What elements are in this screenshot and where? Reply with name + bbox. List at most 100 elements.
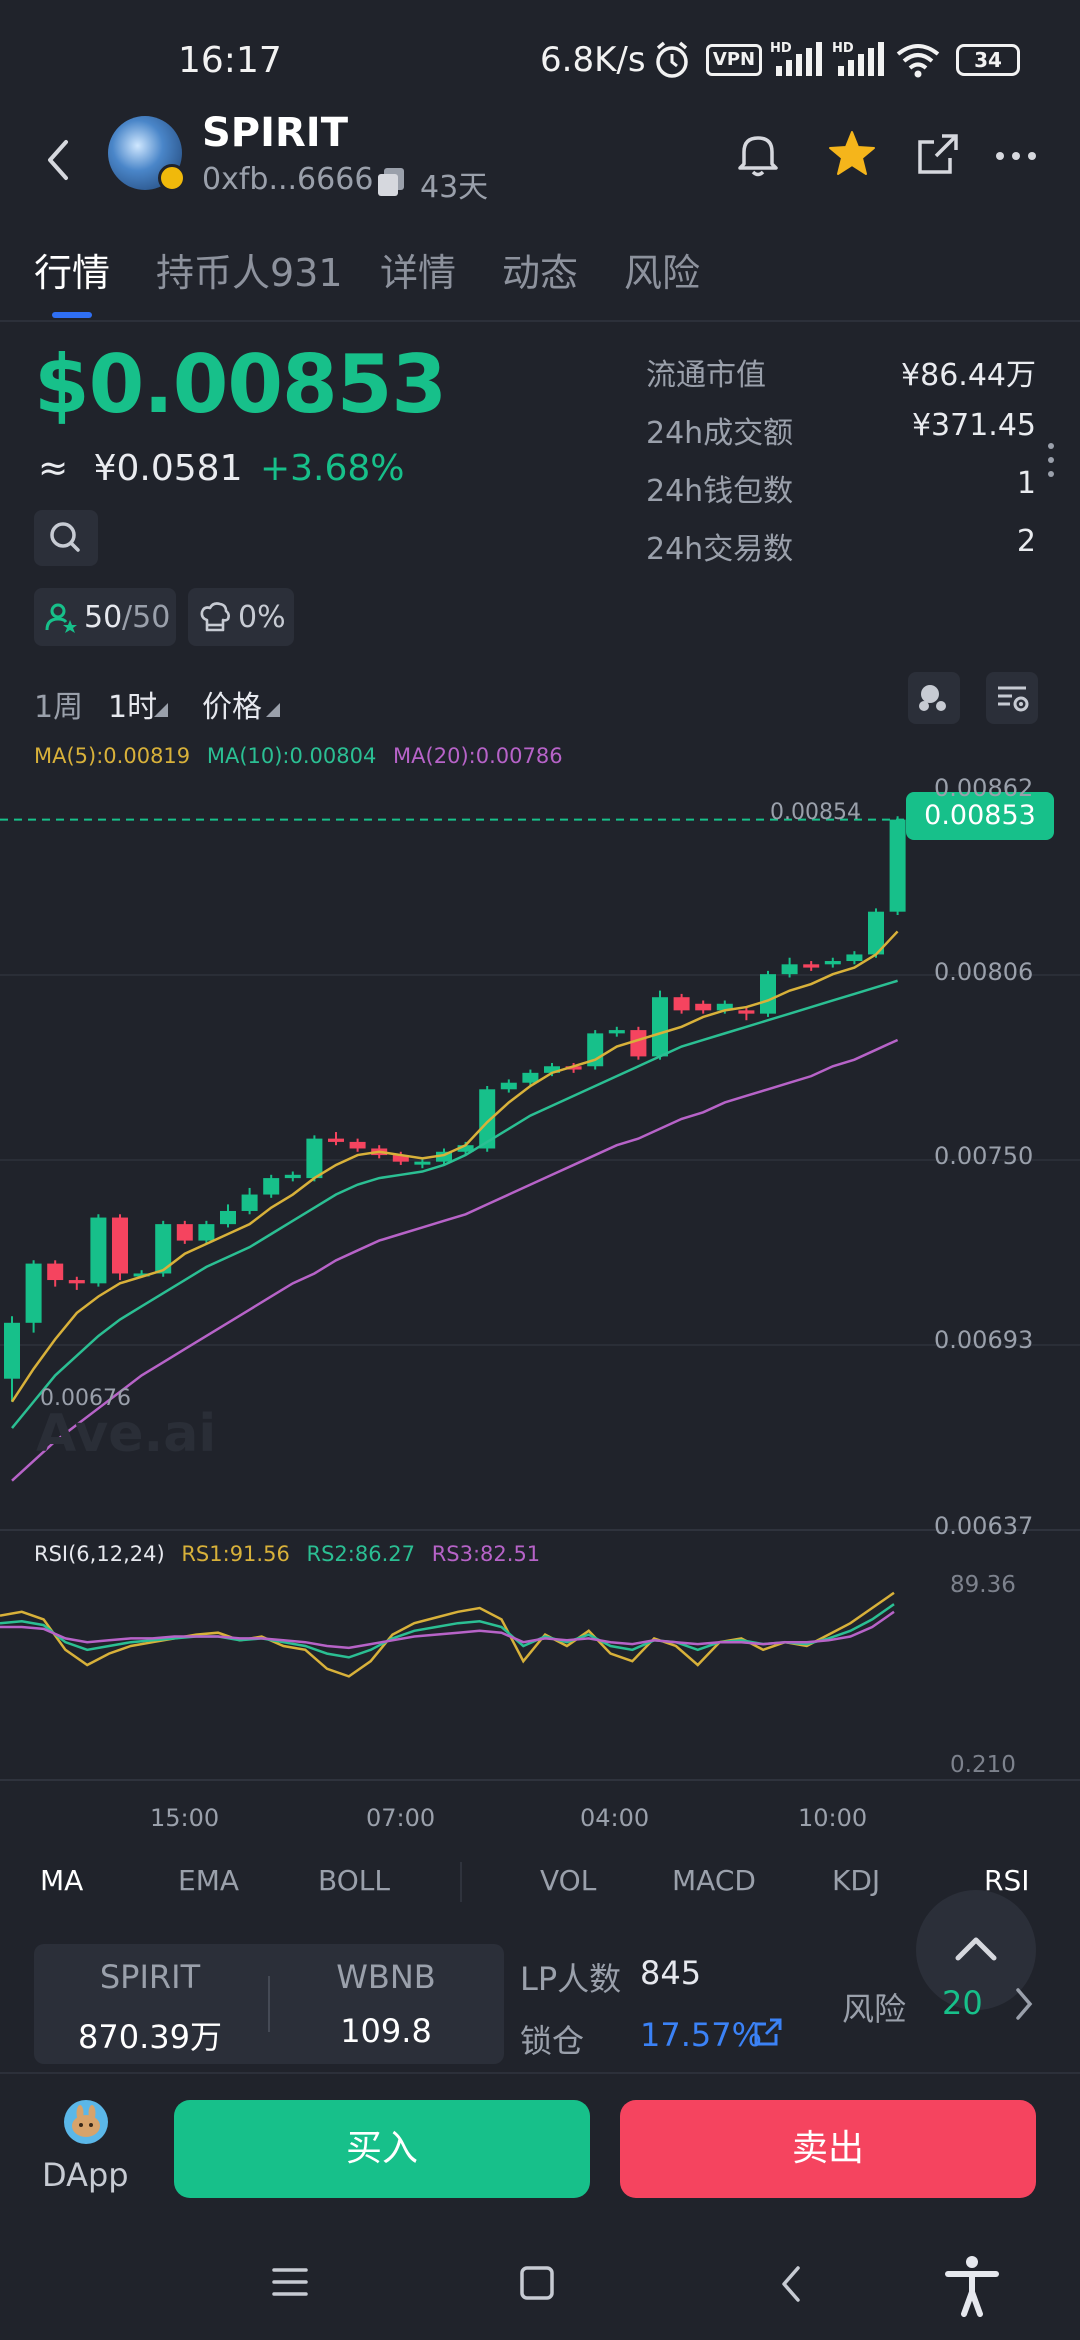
stat-row: 24h钱包数 1: [646, 466, 1036, 516]
more-icon[interactable]: [988, 126, 1044, 182]
bsc-chain-icon: [158, 164, 186, 192]
lp-lock-value[interactable]: 17.57%: [640, 2016, 763, 2054]
lp-holders-label: LP人数: [520, 1960, 622, 1998]
indicator-divider: [460, 1862, 462, 1902]
indicator-kdj[interactable]: KDJ: [832, 1864, 881, 1897]
copy-icon[interactable]: [376, 166, 406, 198]
tab-details[interactable]: 详情: [380, 251, 457, 295]
back-icon[interactable]: [38, 130, 78, 190]
share-icon[interactable]: [910, 126, 966, 182]
tab-activity[interactable]: 动态: [502, 251, 579, 295]
chevron-right-icon[interactable]: [1010, 1984, 1038, 2028]
candle-body: [781, 964, 798, 975]
home-icon[interactable]: [518, 2264, 556, 2306]
candle-body: [630, 1030, 647, 1057]
candle-body: [846, 954, 863, 962]
indicator-macd[interactable]: MACD: [672, 1864, 756, 1897]
chart-mode-select[interactable]: 价格: [202, 690, 262, 725]
candle-body: [695, 1003, 712, 1011]
dev-chip[interactable]: 0%: [188, 588, 294, 646]
tab-market[interactable]: 行情: [34, 251, 111, 295]
candle-body: [889, 819, 906, 912]
candle-body: [4, 1322, 20, 1379]
holders-chip[interactable]: 50 /50: [34, 588, 176, 646]
status-bar: 16:17 6.8K/s VPN HD HD 34: [0, 0, 1080, 120]
tab-holders[interactable]: 持币人931: [156, 251, 343, 295]
indicator-vol[interactable]: VOL: [540, 1864, 597, 1897]
star-icon[interactable]: [824, 126, 880, 182]
token-address: 0xfb...6666: [202, 162, 374, 197]
pancakeswap-icon[interactable]: [64, 2100, 108, 2144]
menu-icon[interactable]: [270, 2264, 310, 2304]
rs1-legend: RS1:91.56: [181, 1542, 290, 1566]
candle-body: [198, 1224, 215, 1241]
candle-body: [673, 997, 690, 1011]
candle-body: [284, 1174, 301, 1179]
buy-button[interactable]: 买入: [174, 2100, 590, 2198]
x-tick-label: 15:00: [150, 1804, 220, 1832]
interval-select[interactable]: 1时: [108, 690, 158, 725]
candle-body: [155, 1224, 172, 1274]
stat-label: 流通市值: [646, 358, 766, 393]
stat-row: 24h交易数 2: [646, 524, 1036, 574]
chart-style-button[interactable]: [908, 672, 960, 724]
candle-body: [263, 1178, 280, 1195]
active-tab-indicator: [52, 312, 92, 318]
price-cny: ¥0.0581: [93, 448, 243, 489]
stat-value: ¥371.45: [911, 408, 1036, 443]
candle-body: [176, 1224, 193, 1241]
x-tick-label: 04:00: [580, 1804, 650, 1832]
vpn-icon: VPN: [706, 44, 762, 76]
candle-body: [457, 1145, 474, 1152]
y-tick-label: 0.00750: [934, 1142, 1034, 1170]
stats-more-icon[interactable]: [1046, 440, 1056, 480]
candle-body: [479, 1089, 496, 1149]
candle-body: [436, 1151, 452, 1162]
rs2-legend: RS2:86.27: [306, 1542, 415, 1566]
candle-body: [241, 1194, 258, 1211]
y-tick-label: 0.00862: [934, 774, 1034, 802]
main-tabs: 行情 持币人931 详情 动态 风险: [0, 236, 1080, 322]
indicator-ma[interactable]: MA: [40, 1864, 84, 1897]
price-usd: $0.00853: [34, 338, 447, 431]
svg-text:HD: HD: [770, 41, 792, 56]
scroll-top-button[interactable]: [916, 1890, 1036, 2010]
chart-settings-button[interactable]: [986, 672, 1038, 724]
external-link-icon[interactable]: [752, 2016, 784, 2052]
interval-week[interactable]: 1周: [34, 690, 84, 725]
candle-body: [220, 1210, 236, 1225]
indicator-tabs: MA EMA BOLL VOL MACD KDJ RSI: [0, 1852, 1080, 1912]
dapp-label[interactable]: DApp: [42, 2156, 129, 2194]
chef-hat-icon: [200, 602, 230, 632]
candle-body: [47, 1263, 64, 1281]
risk-label[interactable]: 风险: [842, 1990, 907, 2028]
holders-chip-total: /50: [122, 600, 171, 635]
candle-body: [328, 1138, 344, 1142]
ma5-legend: MA(5):0.00819: [34, 744, 191, 768]
token-header: SPIRIT 0xfb...6666 43天: [0, 110, 1080, 220]
ma-legend: MA(5):0.00819 MA(10):0.00804 MA(20):0.00…: [34, 744, 563, 768]
tab-risk[interactable]: 风险: [624, 251, 701, 295]
nav-back-icon[interactable]: [776, 2264, 806, 2308]
hd-signal-icon: HD: [832, 40, 888, 84]
x-tick-label: 07:00: [366, 1804, 436, 1832]
network-speed: 6.8K/s: [540, 40, 646, 80]
indicator-boll[interactable]: BOLL: [318, 1864, 390, 1897]
candle-body: [760, 974, 776, 1014]
y-tick-label: 0.00637: [934, 1512, 1034, 1540]
accessibility-icon[interactable]: [944, 2254, 1000, 2322]
token-name: SPIRIT: [202, 110, 348, 156]
stat-row: 流通市值 ¥86.44万: [646, 350, 1036, 400]
rs3-legend: RS3:82.51: [431, 1542, 541, 1566]
indicator-ema[interactable]: EMA: [178, 1864, 240, 1897]
bell-icon[interactable]: [730, 126, 786, 182]
search-button[interactable]: [34, 510, 98, 566]
candle-body: [565, 1066, 582, 1070]
stat-value: ¥86.44万: [901, 358, 1036, 393]
sell-button[interactable]: 卖出: [620, 2100, 1036, 2198]
system-nav-bar: [0, 2220, 1080, 2340]
price-chart[interactable]: [0, 760, 1080, 1820]
price-change: +3.68%: [259, 448, 405, 489]
risk-score[interactable]: 20: [942, 1984, 983, 2022]
stat-label: 24h钱包数: [646, 474, 794, 509]
